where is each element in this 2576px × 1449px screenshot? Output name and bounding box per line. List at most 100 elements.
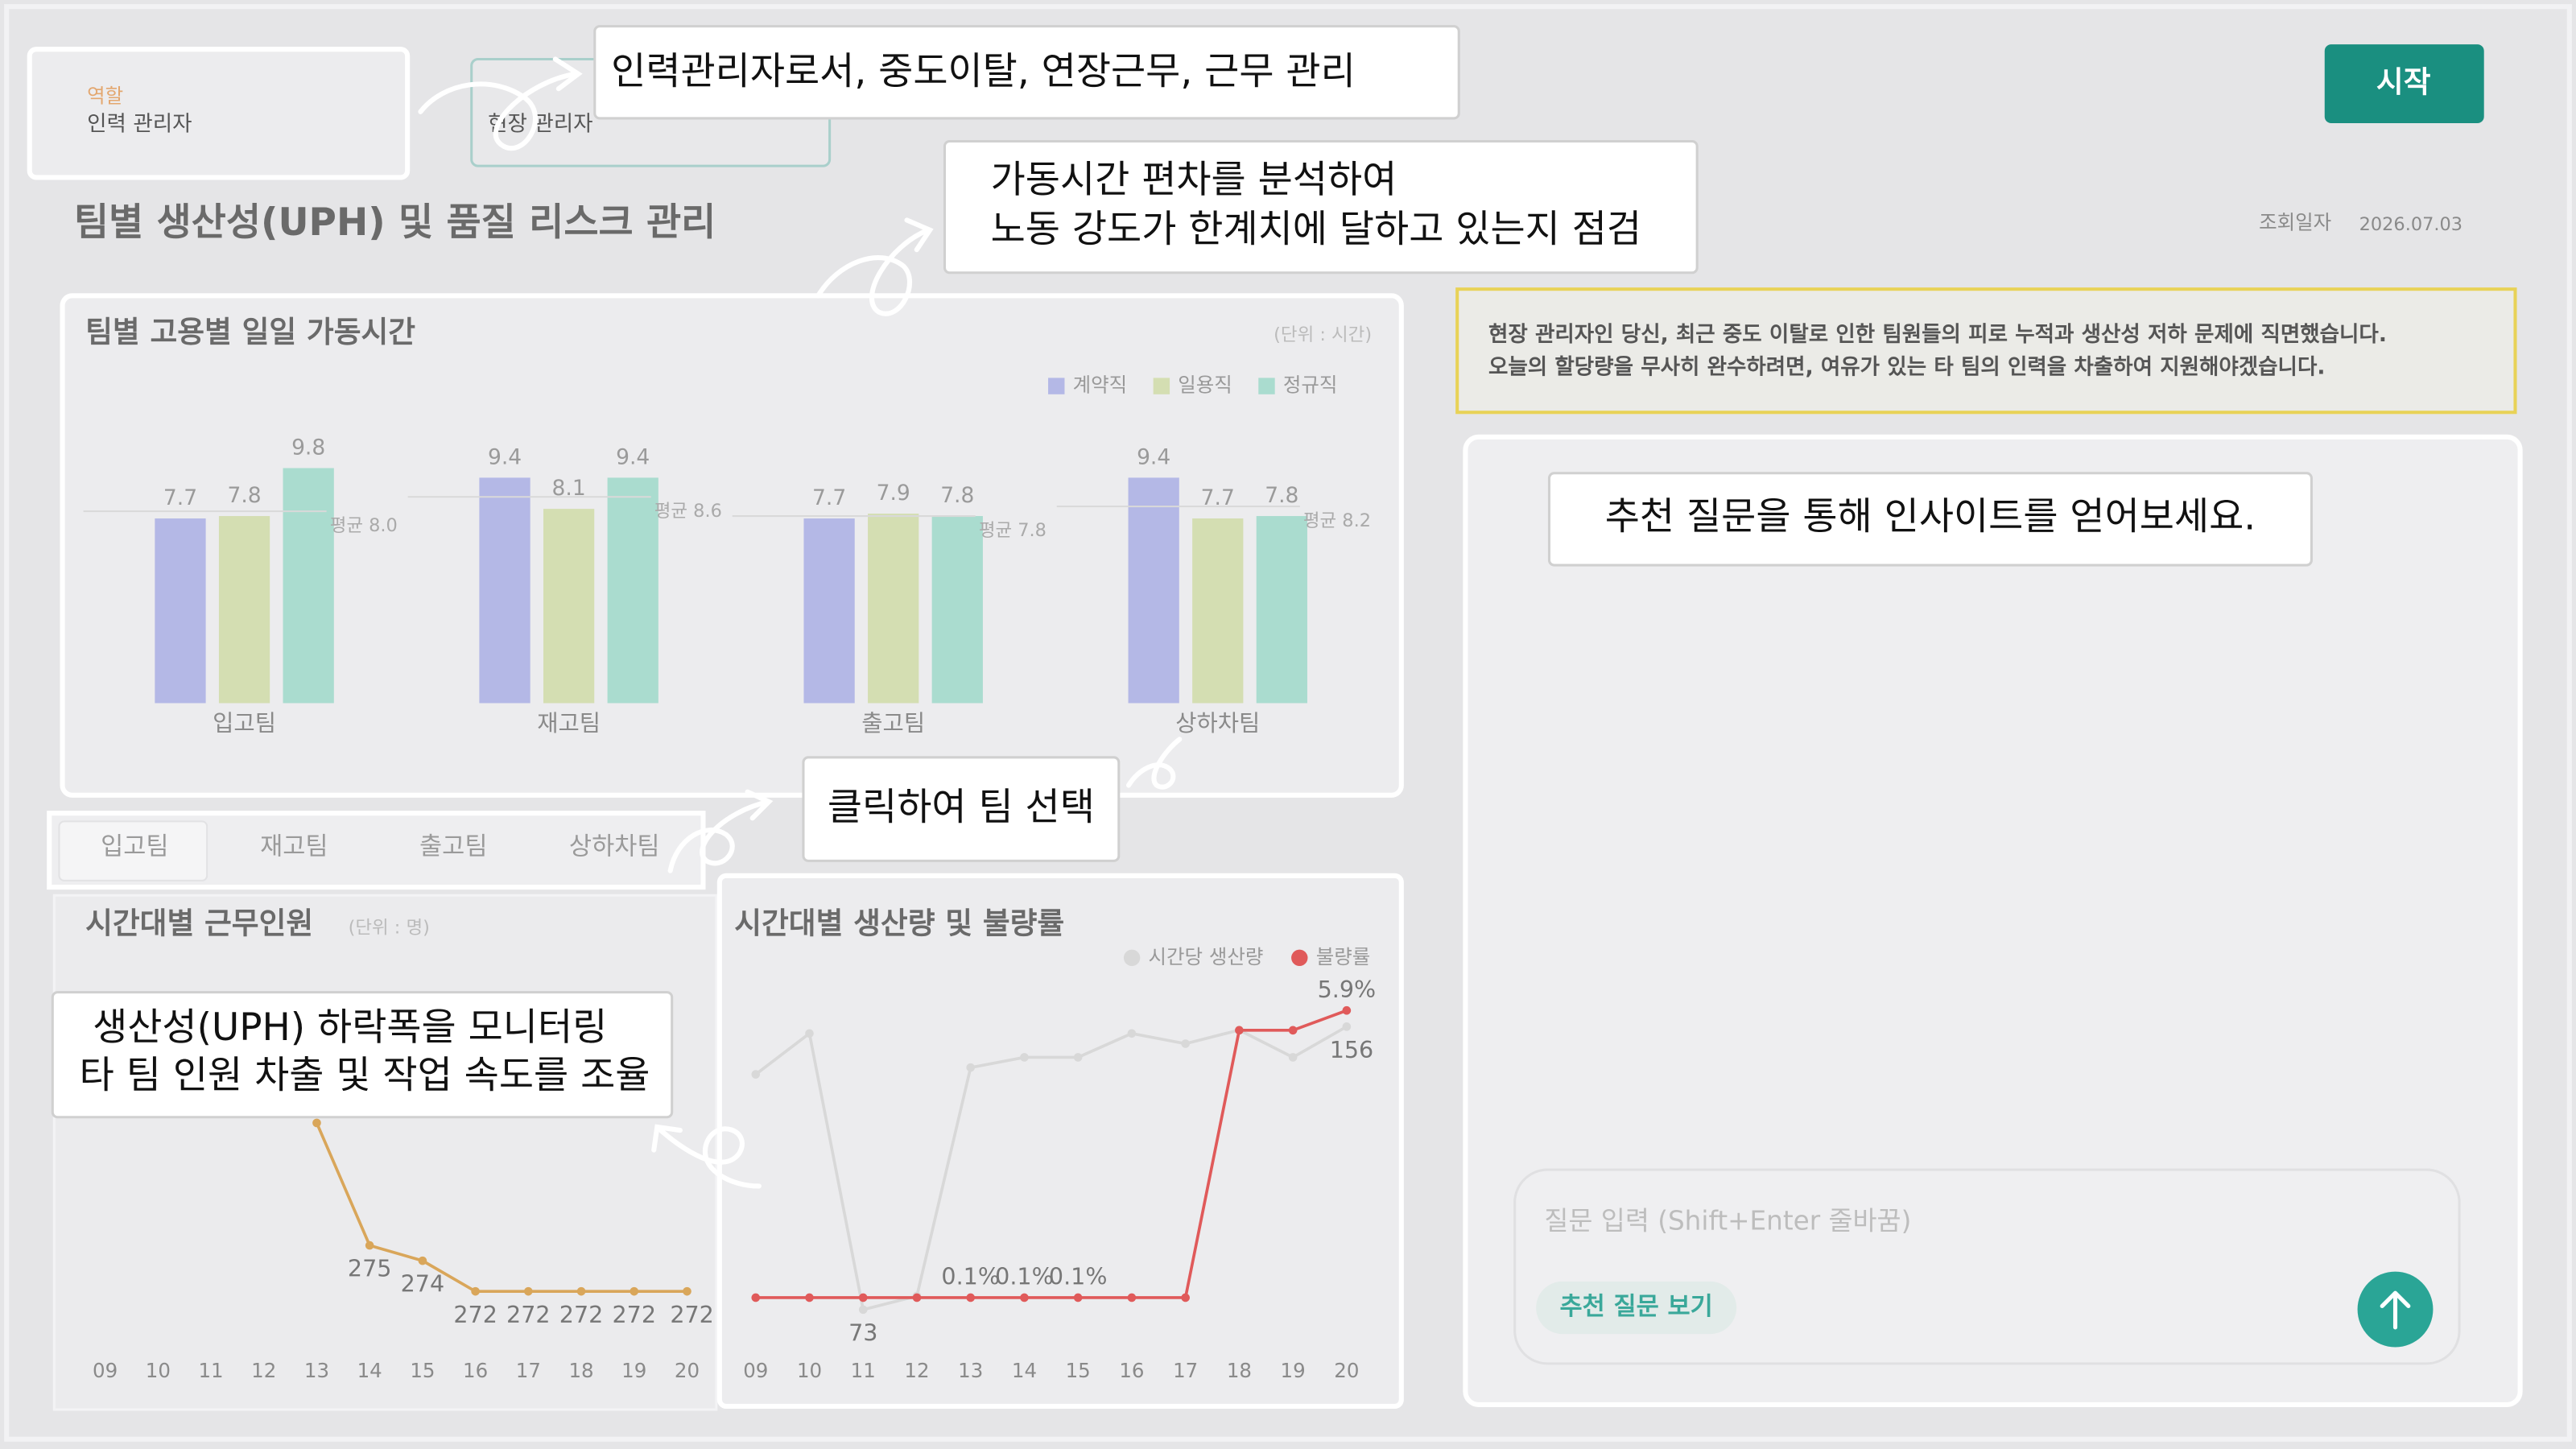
callout-text: 노동 강도가 한계치에 달하고 있는지 점검: [991, 207, 1641, 251]
point-value-label: 156: [1330, 1036, 1374, 1063]
bar: [218, 516, 270, 704]
x-tick-label: 상하차팀: [1175, 709, 1260, 737]
bar: [1256, 516, 1307, 704]
frame: [4, 4, 2572, 1442]
callout: [51, 991, 674, 1119]
callout-text: 가동시간 편차를 분석하여: [991, 158, 1397, 202]
series-point: [1342, 1005, 1352, 1015]
x-tick-label: 20: [675, 1359, 700, 1382]
bar: [155, 518, 206, 704]
x-tick-label: 13: [304, 1359, 329, 1382]
notice-line: 오늘의 할당량을 무사히 완수하려면, 여유가 있는 타 팀의 인력을 차출하여…: [1488, 355, 2325, 380]
point-value-label: 272: [670, 1301, 714, 1328]
bar-chart-panel: [60, 293, 1404, 798]
point-value-label: 272: [559, 1301, 604, 1328]
x-tick-label: 10: [797, 1359, 822, 1382]
series-point: [1073, 1053, 1083, 1062]
suggest-button[interactable]: [1536, 1281, 1737, 1335]
series-point: [1181, 1293, 1190, 1302]
callout-text: 클릭하여 팀 선택: [828, 786, 1095, 830]
bar: [931, 516, 983, 704]
x-tick-label: 19: [1281, 1359, 1306, 1382]
page-title: 팀별 생산성(UPH) 및 품질 리스크 관리: [74, 200, 716, 245]
bar: [1192, 518, 1244, 704]
x-tick-label: 13: [958, 1359, 983, 1382]
x-tick-label: 15: [410, 1359, 435, 1382]
series-point: [1073, 1293, 1083, 1302]
series-point: [912, 1293, 922, 1302]
series-point: [1288, 1053, 1298, 1062]
legend-label: 계약직: [1073, 374, 1128, 397]
x-tick-label: 20: [1334, 1359, 1359, 1382]
callout: [593, 25, 1460, 120]
legend-label: 정규직: [1283, 374, 1338, 397]
tab-label[interactable]: 출고팀: [419, 833, 487, 861]
date-value: 2026.07.03: [2359, 214, 2462, 235]
arrow: [667, 789, 774, 873]
production-chart-panel: [716, 873, 1404, 1409]
role-card[interactable]: [27, 47, 411, 180]
series-point: [418, 1256, 427, 1265]
x-tick-label: 18: [1227, 1359, 1252, 1382]
average-label: 평균 8.2: [1303, 510, 1371, 531]
x-tick-label: 12: [251, 1359, 276, 1382]
tab-label[interactable]: 입고팀: [101, 833, 168, 861]
series-point: [805, 1029, 814, 1038]
x-tick-label: 11: [198, 1359, 223, 1382]
series-point: [858, 1293, 868, 1302]
tab-label[interactable]: 재고팀: [260, 833, 328, 861]
bar-value-label: 9.4: [488, 444, 522, 469]
series-point: [966, 1063, 976, 1072]
point-value-label: 0.1%: [941, 1262, 1000, 1290]
bar-value-label: 9.4: [1137, 444, 1170, 469]
series-point: [1342, 1022, 1352, 1031]
series-point: [524, 1286, 533, 1296]
series-point: [805, 1293, 814, 1302]
chat-input[interactable]: [1513, 1168, 2461, 1365]
bar: [803, 518, 855, 704]
series-line: [315, 1122, 687, 1293]
series-point: [1127, 1293, 1137, 1302]
chart-unit: (단위 : 시간): [1274, 324, 1372, 345]
bar-value-label: 7.8: [1265, 483, 1298, 508]
callout: [1547, 472, 2313, 567]
bar: [607, 477, 658, 704]
legend-label: 시간당 생산량: [1149, 945, 1264, 968]
series-point: [1235, 1026, 1244, 1035]
x-tick-label: 17: [516, 1359, 541, 1382]
send-icon: [2380, 1290, 2411, 1330]
callout-text: 인력관리자로서, 중도이탈, 연장근무, 근무 관리: [611, 49, 1356, 93]
point-value-label: 73: [848, 1319, 877, 1346]
x-tick-label: 15: [1066, 1359, 1091, 1382]
bar-value-label: 9.8: [291, 435, 325, 460]
callout-text: 생산성(UPH) 하락폭을 모니터링: [93, 1005, 607, 1050]
chat-placeholder: 질문 입력 (Shift+Enter 줄바꿈): [1544, 1205, 1911, 1236]
series-point: [683, 1286, 691, 1296]
bar-value-label: 7.7: [812, 485, 846, 510]
bar: [543, 509, 595, 704]
legend-swatch: [1291, 949, 1308, 966]
x-tick-label: 18: [568, 1359, 593, 1382]
chart-unit: (단위 : 명): [349, 918, 430, 939]
series-point: [312, 1118, 321, 1128]
series-point: [1020, 1293, 1029, 1302]
tab-selected[interactable]: [58, 820, 208, 881]
x-tick-label: 19: [621, 1359, 646, 1382]
point-value-label: 272: [612, 1301, 656, 1328]
series-point: [630, 1286, 639, 1296]
series-point: [1288, 1026, 1298, 1035]
notice-box: [1455, 287, 2517, 415]
x-tick-label: 14: [1012, 1359, 1037, 1382]
series-point: [751, 1070, 761, 1079]
arrow: [1125, 737, 1183, 790]
point-value-label: 272: [506, 1301, 551, 1328]
tab-label[interactable]: 상하차팀: [569, 833, 660, 861]
callout-text: 추천 질문을 통해 인사이트를 얻어보세요.: [1605, 494, 2256, 539]
bar-value-label: 7.8: [227, 483, 261, 508]
callout: [943, 139, 1699, 275]
x-tick-label: 11: [851, 1359, 876, 1382]
start-button[interactable]: [2324, 44, 2484, 124]
legend-swatch: [1123, 949, 1141, 966]
